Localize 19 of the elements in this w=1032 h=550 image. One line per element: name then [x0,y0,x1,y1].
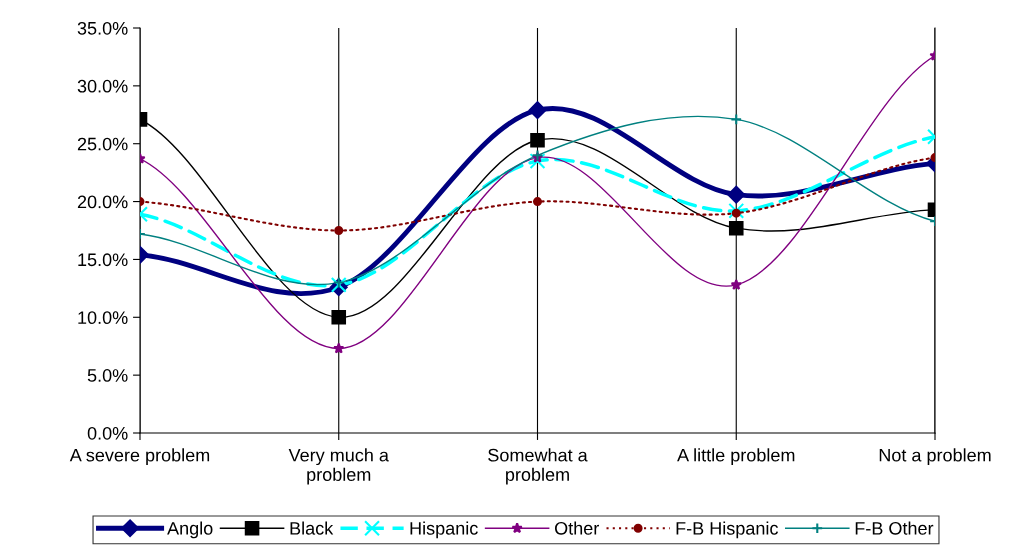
y-tick-label: 25.0% [77,137,128,151]
x-tick-label: A little problem [677,448,795,466]
y-tick-label: 10.0% [78,311,128,325]
x-tick-label: A severe problem [69,448,210,466]
y-tick-label: 5.0% [87,369,128,382]
legend-label: Other [554,521,599,535]
legend-label: F-B Other [855,521,934,535]
legend-label: Black [290,521,334,535]
y-tick-label: 35.0% [77,21,128,35]
x-tick-label: Very much a problem [288,448,389,485]
y-tick-label: 20.0% [77,195,128,209]
legend-label: F-B Hispanic [676,521,778,539]
x-tick-label: Somewhat a problem [488,448,588,485]
legend-label: Hispanic [410,521,478,539]
y-tick-label: 30.0% [77,79,128,93]
y-tick-label: 0.0% [87,426,128,440]
y-tick-label: 15.0% [78,253,128,267]
legend-label: Anglo [167,521,213,539]
x-tick-label: Not a problem [879,448,991,466]
